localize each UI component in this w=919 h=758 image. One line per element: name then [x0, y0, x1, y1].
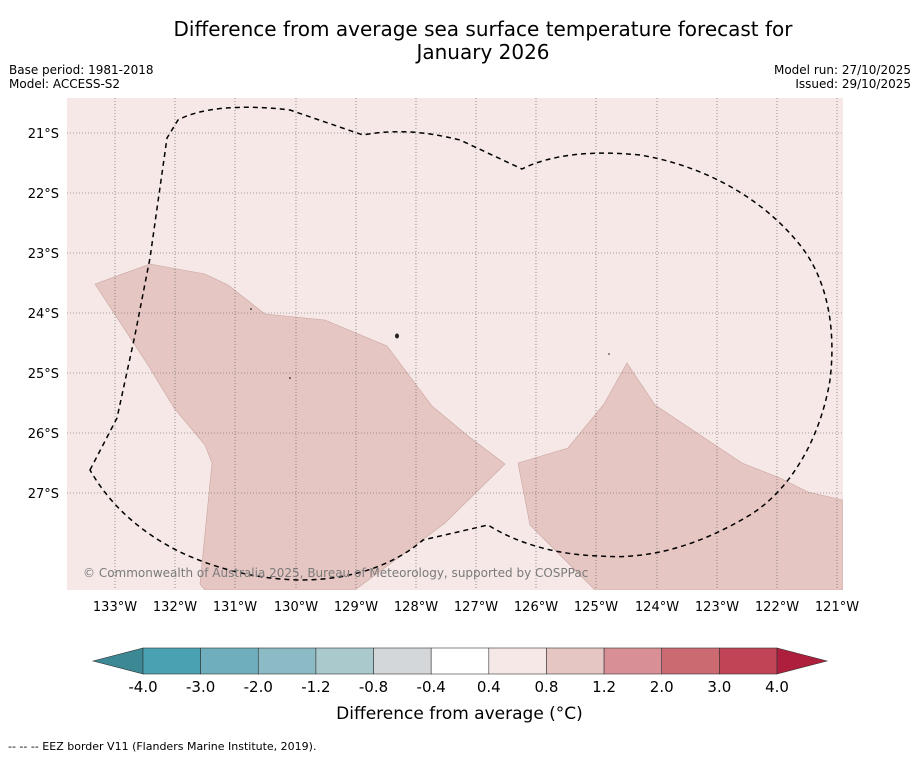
colorbar-tick-labels: -4.0 -3.0 -2.0 -1.2 -0.8 -0.4 0.4 0.8 1.2 2.0 3.0 4… — [128, 678, 789, 696]
lon-label: 126°W — [514, 600, 558, 615]
title-line-1: Difference from average sea surface temp… — [173, 17, 793, 41]
lon-label: 132°W — [153, 600, 197, 615]
colorbar-tick-label: 0.4 — [477, 678, 501, 696]
warm-anomaly-region-east — [517, 362, 843, 590]
latitude-ticks: 21°S 22°S 23°S 24°S 25°S 26°S 27°S — [28, 127, 59, 502]
lon-label: 129°W — [334, 600, 378, 615]
warm-anomaly-region-west — [94, 263, 506, 590]
islands — [250, 308, 610, 379]
lon-label: 121°W — [815, 600, 859, 615]
colorbar-segment — [373, 647, 432, 675]
title-line-2: January 2026 — [416, 40, 550, 64]
colorbar-tick-label: 1.2 — [592, 678, 616, 696]
colorbar-segment — [719, 647, 778, 675]
lon-label: 125°W — [574, 600, 618, 615]
colorbar-under-triangle — [91, 647, 144, 675]
colorbar-segment — [661, 647, 720, 675]
colorbar-segment — [488, 647, 547, 675]
colorbar-segment — [315, 647, 374, 675]
colorbar-tick-label: -0.8 — [359, 678, 388, 696]
lon-label: 124°W — [635, 600, 679, 615]
lat-label: 24°S — [28, 307, 59, 322]
colorbar-segment — [200, 647, 259, 675]
colorbar-tick-label: -3.0 — [186, 678, 215, 696]
colorbar-tick-label: 0.8 — [535, 678, 559, 696]
lon-label: 130°W — [274, 600, 318, 615]
lon-label: 131°W — [213, 600, 257, 615]
colorbar-title: Difference from average (°C) — [336, 704, 583, 724]
eez-border — [89, 106, 833, 581]
lat-label: 25°S — [28, 367, 59, 382]
lat-label: 22°S — [28, 187, 59, 202]
colorbar-tick-label: -2.0 — [244, 678, 273, 696]
colorbar-tick-label: -4.0 — [128, 678, 157, 696]
model-run: Model run: 27/10/2025 — [773, 63, 911, 77]
map-title: Difference from average sea surface temp… — [120, 18, 846, 64]
lat-label: 27°S — [28, 487, 59, 502]
colorbar-tick-label: -1.2 — [301, 678, 330, 696]
graticule — [67, 98, 843, 590]
colorbar-tick-label: 2.0 — [650, 678, 674, 696]
colorbar-tick-label: 3.0 — [707, 678, 731, 696]
lon-label: 128°W — [394, 600, 438, 615]
lon-label: 133°W — [93, 600, 137, 615]
copyright-text: © Commonwealth of Australia 2025, Bureau… — [83, 566, 588, 580]
colorbar-segment — [430, 647, 490, 675]
lon-label: 127°W — [454, 600, 498, 615]
colorbar-tick-label: -0.4 — [417, 678, 446, 696]
meta-right: Model run: 27/10/2025 Issued: 29/10/2025 — [774, 63, 911, 91]
colorbar-segment — [546, 647, 605, 675]
colorbar-segment — [142, 647, 201, 675]
sst-anomaly-map: © Commonwealth of Australia 2025, Bureau… — [28, 98, 859, 696]
eez-footer-note: -- -- -- EEZ border V11 (Flanders Marine… — [8, 740, 317, 753]
meta-left: Base period: 1981-2018 Model: ACCESS-S2 — [9, 63, 154, 91]
lon-label: 123°W — [695, 600, 739, 615]
lon-label: 122°W — [755, 600, 799, 615]
colorbar: -4.0 -3.0 -2.0 -1.2 -0.8 -0.4 0.4 0.8 1.2 2.0 3.0 4… — [91, 647, 829, 696]
lat-label: 21°S — [28, 127, 59, 142]
model-name: Model: ACCESS-S2 — [9, 77, 121, 91]
colorbar-segments — [142, 647, 778, 675]
colorbar-segment — [603, 647, 663, 675]
base-period: Base period: 1981-2018 — [9, 63, 154, 77]
issued-date: Issued: 29/10/2025 — [795, 77, 911, 91]
colorbar-over-triangle — [776, 647, 829, 675]
lat-label: 23°S — [28, 247, 59, 262]
longitude-ticks: 133°W 132°W 131°W 130°W 129°W 128°W 127°W 126°W… — [93, 600, 859, 615]
lat-label: 26°S — [28, 427, 59, 442]
colorbar-tick-label: 4.0 — [765, 678, 789, 696]
colorbar-segment — [257, 647, 317, 675]
